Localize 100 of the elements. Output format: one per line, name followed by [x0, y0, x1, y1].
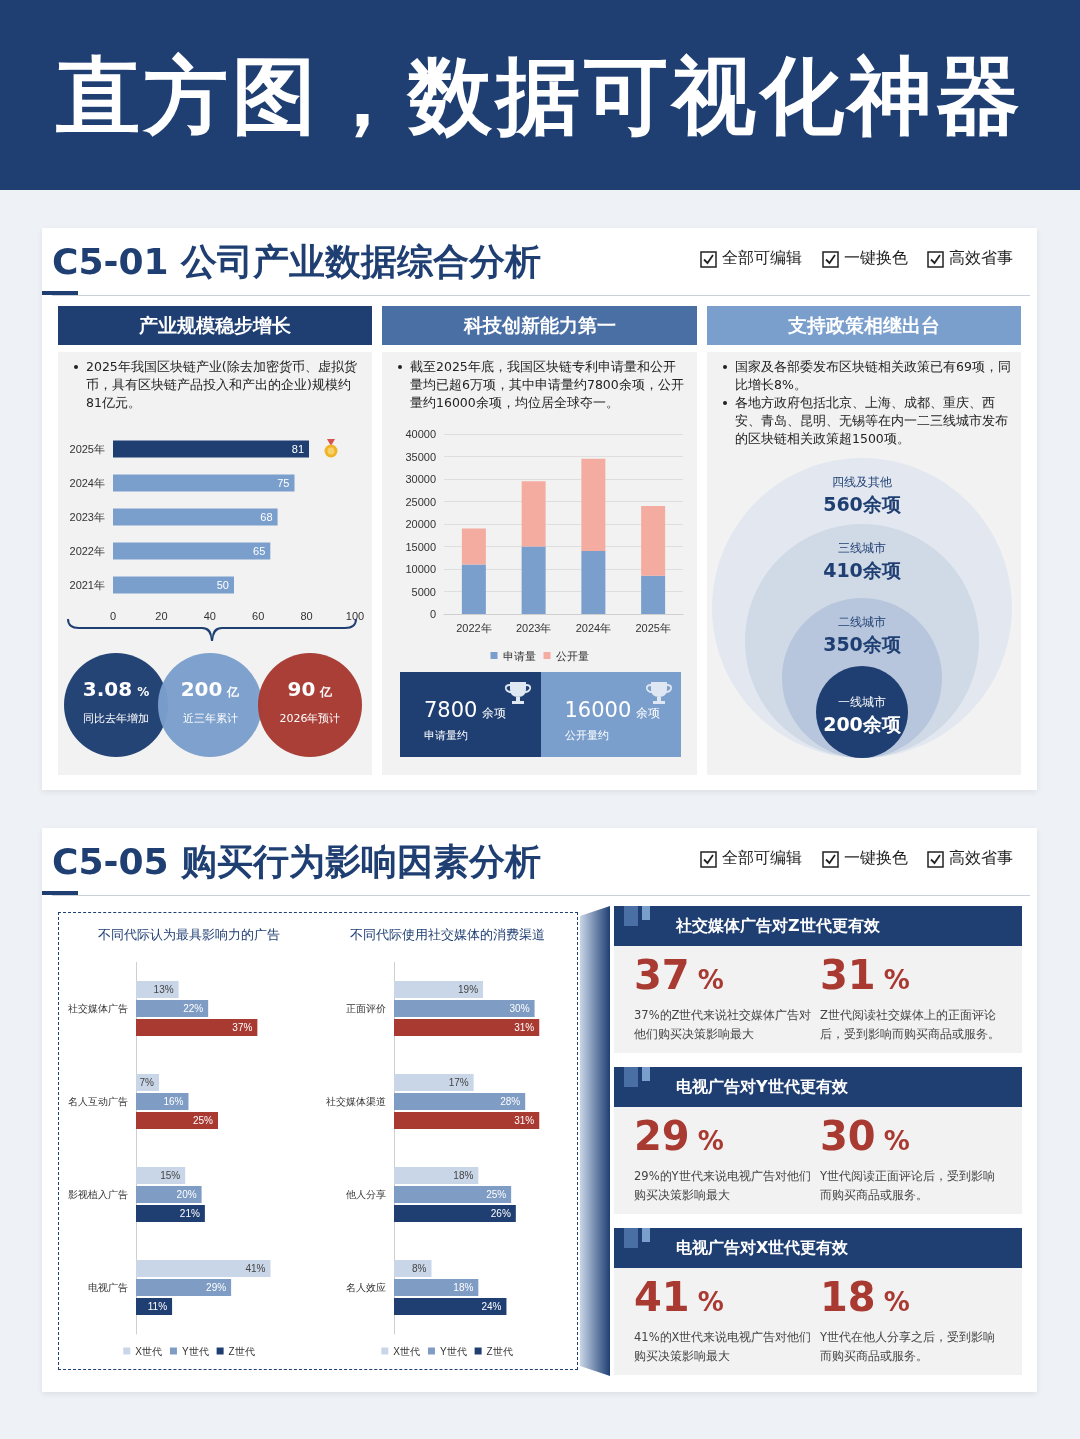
bar	[641, 575, 666, 614]
category-label: 四线及其他	[832, 475, 892, 489]
y-tick-label: 社交媒体渠道	[326, 1096, 386, 1107]
bar	[113, 542, 271, 560]
bar	[461, 564, 486, 614]
y-tick-label: 正面评价	[346, 1003, 386, 1014]
bar	[394, 980, 484, 998]
bar	[394, 1186, 512, 1203]
text: 350余项	[823, 632, 901, 655]
data-label: 20%	[176, 1189, 197, 1200]
x-tick-label: 40	[203, 609, 216, 622]
bar	[521, 481, 546, 547]
data-label: 81	[291, 443, 305, 455]
data-label: 30%	[509, 1003, 530, 1014]
chart-title: 不同代际认为最具影响力的广告	[97, 927, 281, 944]
text: 30 %	[820, 1113, 910, 1159]
x-tick-label: 2022年	[456, 621, 492, 634]
text: C5-01 公司产业数据综合分析	[52, 240, 542, 284]
bar	[136, 1000, 209, 1017]
data-label: 25%	[486, 1189, 507, 1200]
legend-label: Y世代	[181, 1345, 209, 1357]
text: 41 %	[634, 1274, 724, 1320]
text: 18 %	[820, 1274, 910, 1320]
bar	[136, 1259, 271, 1277]
y-tick-label: 2023年	[69, 511, 105, 523]
bar	[113, 508, 278, 526]
text: 一键换色	[844, 248, 908, 269]
bar	[521, 546, 546, 614]
data-label: 31%	[514, 1022, 535, 1034]
bar	[394, 1298, 507, 1316]
text: 3.08 %	[81, 677, 151, 701]
bar	[136, 1205, 205, 1223]
text: 37 %	[634, 952, 724, 998]
text: 31 %	[820, 952, 910, 998]
text: 各地方政府包括北京、上海、成都、重庆、西安、青岛、昆明、无锡等在内一二三线城市发布的区块链相关政策超1500项。	[734, 394, 1009, 448]
y-tick-label: 2021年	[69, 579, 105, 591]
bar	[641, 506, 666, 576]
data-label: 19%	[458, 983, 479, 995]
x-tick-label: 2023年	[515, 621, 552, 634]
text: 社交媒体广告对Z世代更有效	[676, 915, 880, 937]
y-tick-label: 10000	[405, 563, 436, 575]
text: 37%的Z世代来说社交媒体广告对他们购买决策影响最大	[634, 1007, 813, 1043]
legend-label: Z世代	[486, 1345, 513, 1357]
y-tick-label: 15000	[405, 540, 436, 553]
category-label: 三线城市	[838, 541, 886, 555]
text: 全部可编辑	[722, 848, 802, 869]
y-tick-label: 20000	[405, 518, 436, 530]
text: 高效省事	[949, 248, 1013, 269]
data-label: 11%	[147, 1301, 168, 1313]
y-tick-label: 影视植入广告	[68, 1189, 128, 1200]
text: Z世代阅读社交媒体上的正面评论后，受到影响而购买商品或服务。	[820, 1007, 1001, 1043]
data-label: 18%	[453, 1282, 474, 1293]
chart-title: 产业规模稳步增长	[58, 306, 372, 345]
text: 近三年累计	[181, 711, 239, 726]
bar	[461, 528, 486, 565]
text: Y世代在他人分享之后，受到影响而购买商品或服务。	[820, 1329, 997, 1365]
data-label: 75	[277, 477, 290, 489]
y-tick-label: 电视广告	[88, 1282, 128, 1293]
text: 2026年预计	[278, 711, 342, 726]
bar	[394, 1073, 474, 1091]
y-tick-label: 40000	[405, 428, 436, 440]
data-label: 31%	[514, 1115, 535, 1127]
data-label: 7%	[139, 1076, 155, 1088]
text: 410余项	[823, 558, 901, 581]
data-label: 65	[253, 545, 266, 557]
bar	[136, 1186, 202, 1203]
text: 7800 余项	[424, 698, 507, 722]
x-tick-label: 80	[300, 609, 313, 622]
text: C5-05 购买行为影响因素分析	[52, 840, 542, 884]
category-label: 二线城市	[838, 615, 886, 629]
chart-subtitle: 2025年我国区块链产业(除去加密货币、虚拟货币，具有区块链产品投入和产出的企业)规模约81亿元。	[85, 358, 358, 412]
text: 200余项	[823, 712, 901, 735]
text: 公开量约	[564, 728, 609, 743]
data-label: 24%	[481, 1301, 502, 1313]
data-label: 17%	[448, 1076, 469, 1088]
y-tick-label: 名人互动广告	[68, 1096, 128, 1107]
bar	[113, 474, 295, 492]
legend-label: Z世代	[228, 1345, 255, 1357]
bar	[113, 440, 310, 458]
data-label: 13%	[153, 983, 174, 995]
data-label: 50	[216, 579, 229, 591]
text: 560余项	[823, 492, 901, 515]
data-label: 25%	[192, 1115, 214, 1127]
y-tick-label: 他人分享	[346, 1189, 386, 1200]
x-tick-label: 2024年	[575, 621, 612, 634]
data-label: 29%	[206, 1282, 227, 1293]
bar	[394, 1112, 540, 1130]
data-label: 8%	[412, 1262, 427, 1274]
text: 16000 余项	[564, 698, 661, 722]
data-label: 37%	[232, 1022, 253, 1034]
y-tick-label: 25000	[405, 495, 436, 508]
bar	[394, 1019, 540, 1037]
bar	[136, 1112, 218, 1130]
text: 高效省事	[949, 848, 1013, 869]
data-label: 18%	[453, 1169, 474, 1181]
y-tick-label: 30000	[405, 473, 436, 485]
chart-title: 不同代际使用社交媒体的消费渠道	[348, 927, 546, 944]
chart-title: 科技创新能力第一	[382, 306, 697, 345]
y-tick-label: 名人效应	[346, 1282, 386, 1293]
x-tick-label: 100	[345, 609, 365, 622]
